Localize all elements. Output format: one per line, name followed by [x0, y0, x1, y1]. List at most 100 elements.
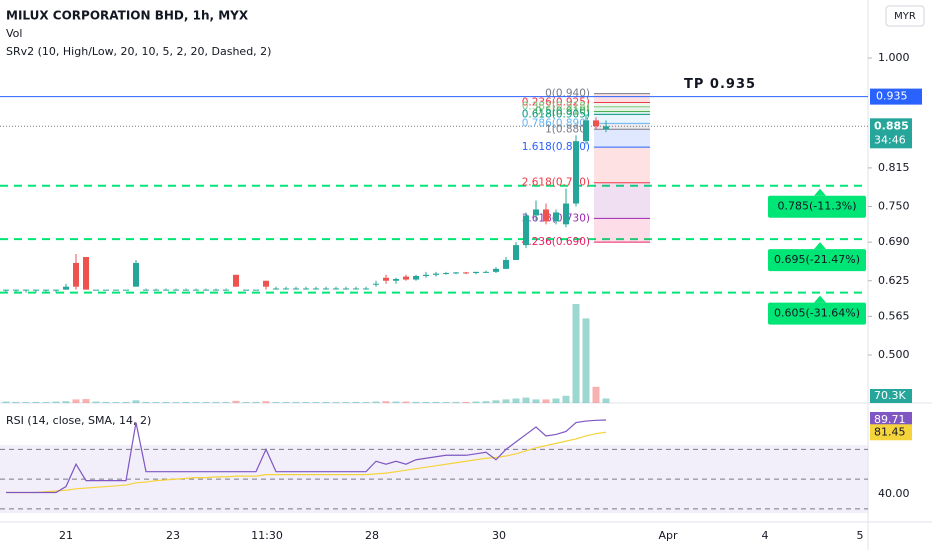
currency-button[interactable]: [885, 5, 925, 27]
candle-body: [353, 288, 359, 290]
support-label: 0.695(-21.47%): [774, 253, 860, 266]
candle-body: [453, 272, 459, 274]
candle-body: [573, 141, 579, 204]
support-label-box: [768, 302, 866, 325]
volume-bar: [192, 402, 200, 403]
candle-body: [193, 289, 199, 291]
candle-body: [403, 276, 409, 280]
candle-body: [83, 256, 89, 290]
rsi-badge-label: 89.71: [874, 413, 906, 426]
fib-zone: [594, 182, 650, 219]
volume-bar: [492, 400, 500, 403]
time-label: 11:30: [251, 529, 283, 542]
volume-bar: [402, 401, 410, 403]
candle-body: [263, 280, 269, 287]
fib-zone: [594, 111, 650, 115]
volume-bar: [382, 401, 390, 403]
volume-bar: [2, 401, 10, 403]
volume-bar: [292, 401, 300, 403]
fib-label: 1(0.880): [545, 123, 590, 135]
volume-bar: [572, 304, 580, 403]
rsi-tick-label: 40.00: [878, 487, 910, 500]
candle-body: [163, 289, 169, 291]
time-label: 5: [857, 529, 864, 542]
volume-bar: [142, 401, 150, 403]
volume-bar: [432, 401, 440, 403]
candle-body: [33, 289, 39, 291]
price-tick-label: 0.750: [878, 200, 910, 213]
volume-bar: [262, 401, 270, 403]
volume-bar: [442, 402, 450, 403]
volume-bar: [412, 401, 420, 403]
volume-bar: [282, 402, 290, 403]
volume-bar: [302, 402, 310, 403]
candle-body: [43, 289, 49, 291]
volume-bar: [252, 401, 260, 403]
candle-body: [553, 212, 559, 222]
candle-body: [123, 289, 129, 291]
candle-body: [423, 274, 429, 276]
symbol-title: MILUX CORPORATION BHD, 1h, MYX: [6, 9, 249, 23]
volume-bar: [342, 402, 350, 403]
time-label: 23: [166, 529, 180, 542]
candle-body: [343, 288, 349, 290]
time-label: 4: [762, 529, 769, 542]
candle-body: [13, 289, 19, 291]
candle-body: [413, 275, 419, 280]
fib-label: 1.618(0.850): [522, 141, 590, 153]
fib-zone: [594, 129, 650, 148]
rsi-badge: [870, 424, 912, 441]
candle-body: [373, 283, 379, 285]
candle-body: [393, 278, 399, 281]
volume-bar: [592, 386, 600, 403]
volume-bar: [72, 399, 80, 403]
volume-badge-label: 70.3K: [874, 389, 906, 402]
time-label: 21: [59, 529, 73, 542]
rsi-badge-label: 81.45: [874, 425, 906, 438]
volume-bar: [272, 402, 280, 403]
price-tick-label: 0.500: [878, 348, 910, 361]
candle-body: [293, 288, 299, 290]
volume-bar: [602, 398, 610, 403]
volume-bar: [452, 401, 460, 403]
candle-body: [183, 289, 189, 291]
candle-body: [503, 259, 509, 269]
candle-body: [243, 289, 249, 291]
candle-body: [233, 274, 239, 287]
rsi-sma-line: [6, 431, 607, 494]
volume-bar: [122, 401, 130, 403]
fib-zone: [594, 93, 650, 103]
fib-zone: [594, 218, 650, 243]
volume-bar: [32, 401, 40, 403]
candle-body: [253, 289, 259, 291]
fib-zone: [594, 102, 650, 107]
candle-body: [73, 262, 79, 287]
volume-bar: [52, 401, 60, 403]
time-label: 28: [365, 529, 379, 542]
time-label: 30: [492, 529, 506, 542]
candle-body: [303, 288, 309, 290]
volume-bar: [112, 402, 120, 403]
volume-bar: [62, 401, 70, 403]
countdown: 34:46: [874, 133, 906, 146]
time-label: Apr: [658, 529, 678, 542]
fib-label: 2.618(0.790): [522, 177, 590, 189]
price-tick-label: 0.690: [878, 235, 910, 248]
fib-label: 0.236(0.925): [522, 97, 590, 109]
candle-body: [313, 288, 319, 290]
support-label-arrow: [814, 188, 826, 196]
support-label-box: [768, 249, 866, 272]
candle-body: [593, 120, 599, 127]
candle-body: [3, 289, 9, 291]
volume-bar: [242, 402, 250, 403]
volume-bar: [352, 401, 360, 403]
fib-label: 0.382(0.918): [522, 101, 590, 113]
support-label-box: [768, 195, 866, 218]
tp-badge-label: 0.935: [876, 90, 908, 103]
volume-bar: [162, 401, 170, 403]
volume-bar: [212, 401, 220, 403]
currency-label[interactable]: MYR: [894, 11, 916, 22]
volume-bar: [152, 402, 160, 403]
price-tick-label: 1.000: [878, 51, 910, 64]
